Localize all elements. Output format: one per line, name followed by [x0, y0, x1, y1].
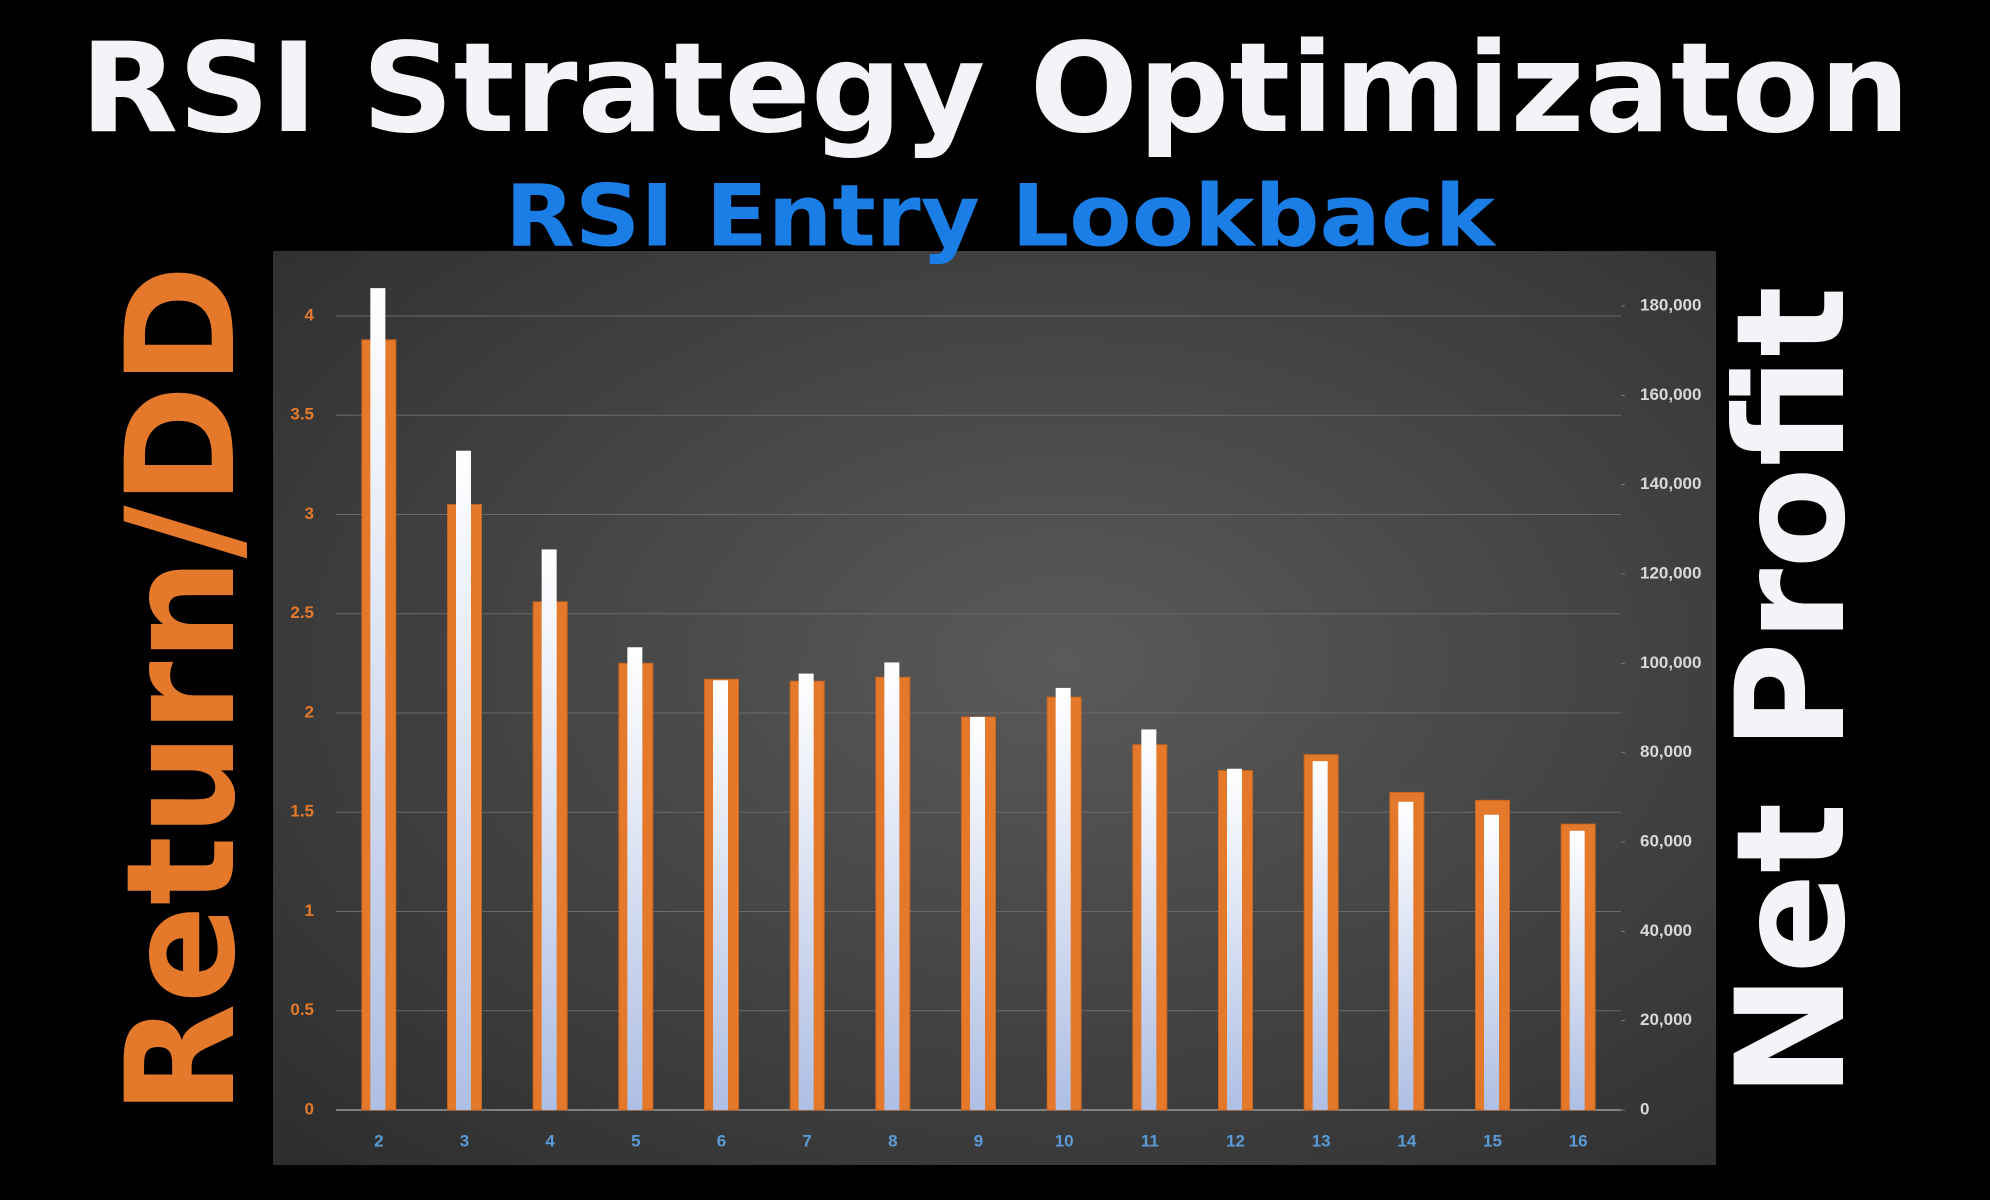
- y-tick-label: 2.5: [290, 603, 314, 622]
- x-tick-label: 16: [1569, 1131, 1588, 1150]
- bar: [1055, 687, 1071, 1110]
- y-tick-label: 0.5: [290, 1000, 314, 1019]
- x-tick-label: 15: [1483, 1131, 1502, 1150]
- x-tick-label: 5: [631, 1131, 640, 1150]
- x-tick-label: 3: [460, 1131, 469, 1150]
- y-tick-label: 3: [305, 504, 314, 523]
- y-axis-title: Return/DD: [95, 265, 269, 1115]
- y2-tick-label: 80,000: [1640, 742, 1692, 761]
- y-tick-label: 4: [305, 305, 315, 324]
- chart-subtitle: RSI Entry Lookback: [505, 166, 1497, 266]
- bar: [1484, 814, 1499, 1110]
- y2-axis-title: Net Profit: [1705, 286, 1879, 1098]
- x-tick-label: 12: [1226, 1131, 1245, 1150]
- bar: [1569, 830, 1585, 1110]
- bar: [713, 680, 728, 1110]
- bar: [541, 549, 557, 1110]
- y2-tick-label: 40,000: [1640, 921, 1692, 940]
- y-tick-label: 1.5: [290, 802, 314, 821]
- y2-tick-label: 140,000: [1640, 474, 1701, 493]
- x-tick-label: 8: [888, 1131, 897, 1150]
- x-tick-label: 11: [1141, 1131, 1159, 1150]
- bar: [798, 673, 814, 1110]
- bar: [456, 450, 471, 1111]
- y2-tick-label: 100,000: [1640, 653, 1701, 672]
- bar: [1398, 801, 1414, 1110]
- y-tick-label: 2: [305, 702, 314, 721]
- x-tick-label: 13: [1312, 1131, 1331, 1150]
- y2-tick-label: 120,000: [1640, 563, 1701, 582]
- x-tick-label: 4: [545, 1131, 555, 1150]
- x-tick-label: 14: [1397, 1131, 1416, 1150]
- y2-tick-label: 160,000: [1640, 385, 1701, 404]
- y2-tick-label: 180,000: [1640, 295, 1701, 314]
- x-tick-label: 9: [974, 1131, 983, 1150]
- x-tick-label: 7: [802, 1131, 811, 1150]
- bar: [1312, 761, 1328, 1110]
- x-tick-label: 2: [374, 1131, 383, 1150]
- bar: [627, 647, 643, 1110]
- chart-title: RSI Strategy Optimizaton: [80, 17, 1910, 161]
- y2-tick-label: 20,000: [1640, 1010, 1692, 1029]
- bar: [1141, 729, 1157, 1110]
- y-tick-label: 0: [305, 1099, 314, 1118]
- bar: [970, 716, 985, 1110]
- bar: [884, 662, 900, 1110]
- x-tick-label: 6: [717, 1131, 726, 1150]
- bar: [1227, 768, 1242, 1110]
- y-tick-label: 1: [305, 901, 314, 920]
- y2-tick-label: 60,000: [1640, 831, 1692, 850]
- y-tick-label: 3.5: [290, 405, 314, 424]
- x-tick-label: 10: [1055, 1131, 1074, 1150]
- bar: [370, 288, 386, 1111]
- y2-tick-label: 0: [1640, 1099, 1649, 1118]
